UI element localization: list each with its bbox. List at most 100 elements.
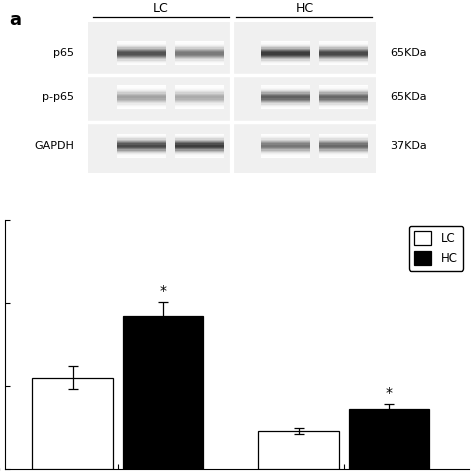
Bar [261, 96, 310, 97]
Bar [261, 63, 310, 64]
Bar [175, 55, 224, 56]
Bar [175, 86, 224, 88]
Bar [117, 56, 166, 57]
Bar [261, 92, 310, 94]
Bar [261, 145, 310, 146]
Bar [175, 105, 224, 106]
Bar [117, 147, 166, 148]
Bar [319, 90, 368, 91]
Bar [319, 99, 368, 100]
Bar [117, 91, 166, 92]
Bar [319, 137, 368, 138]
Bar [117, 92, 166, 94]
Bar [117, 64, 166, 65]
Bar [175, 141, 224, 142]
Bar [117, 48, 166, 50]
Bar [175, 58, 224, 59]
Bar [117, 101, 166, 102]
Bar [319, 41, 368, 43]
Bar [117, 102, 166, 103]
Bar [319, 146, 368, 147]
Text: p-p65: p-p65 [42, 92, 74, 102]
Bar [319, 58, 368, 59]
Bar [175, 149, 224, 151]
Bar [319, 89, 368, 90]
Bar [175, 62, 224, 63]
Bar [117, 63, 166, 64]
Bar [261, 100, 310, 101]
Bar [117, 55, 166, 56]
Bar [117, 99, 166, 100]
Bar [175, 99, 224, 100]
Bar [319, 91, 368, 92]
Text: LC: LC [153, 1, 168, 15]
Bar [175, 51, 224, 52]
Bar [261, 86, 310, 88]
Bar [117, 108, 166, 109]
Bar [261, 50, 310, 51]
Bar [117, 96, 166, 97]
Bar [261, 45, 310, 46]
Bar [175, 147, 224, 148]
Bar [261, 142, 310, 143]
Bar [117, 145, 166, 146]
Bar [261, 141, 310, 142]
Bar [175, 94, 224, 95]
Bar [319, 55, 368, 56]
Bar [319, 46, 368, 47]
Bar [117, 103, 166, 105]
Text: HC: HC [295, 1, 313, 15]
Bar [319, 157, 368, 158]
Bar [117, 149, 166, 151]
Bar [117, 140, 166, 141]
Bar [319, 152, 368, 153]
Bar [175, 95, 224, 96]
Bar [319, 44, 368, 45]
Bar [261, 136, 310, 137]
Bar [117, 152, 166, 153]
Bar [117, 45, 166, 46]
Bar [261, 140, 310, 141]
Bar [175, 44, 224, 45]
Bar [319, 56, 368, 57]
Bar [261, 85, 310, 86]
Bar [319, 149, 368, 151]
Text: 65KDa: 65KDa [390, 92, 427, 102]
Bar [175, 46, 224, 47]
Bar [175, 143, 224, 145]
Bar [175, 106, 224, 107]
Bar [175, 154, 224, 155]
Bar [175, 59, 224, 61]
Bar [261, 157, 310, 158]
Bar [261, 101, 310, 102]
Bar [117, 54, 166, 55]
Bar [319, 51, 368, 52]
Bar [88, 21, 376, 173]
Bar [175, 134, 224, 135]
Bar [319, 107, 368, 108]
Bar [175, 108, 224, 109]
Bar [261, 95, 310, 96]
Bar [319, 96, 368, 97]
Bar [319, 148, 368, 149]
Bar [319, 94, 368, 95]
Bar [117, 95, 166, 96]
Bar [175, 107, 224, 108]
Bar [175, 85, 224, 86]
Bar [261, 154, 310, 155]
Bar [261, 59, 310, 61]
Bar [117, 89, 166, 90]
Bar [175, 50, 224, 51]
Bar [261, 99, 310, 100]
Bar [175, 47, 224, 48]
Bar [261, 146, 310, 147]
Bar [261, 43, 310, 44]
Bar [261, 62, 310, 63]
Bar [117, 142, 166, 143]
Bar [175, 61, 224, 62]
Bar [319, 43, 368, 44]
Bar [175, 52, 224, 54]
Bar [261, 47, 310, 48]
Bar [261, 106, 310, 107]
Bar [261, 91, 310, 92]
